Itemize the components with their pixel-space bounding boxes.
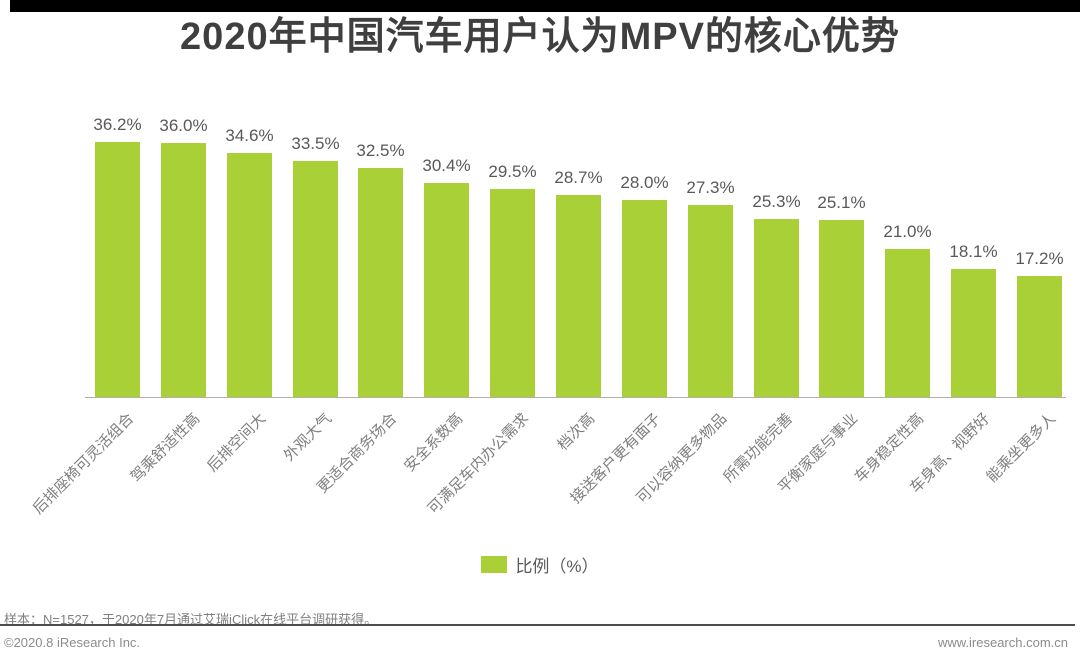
bar [688,205,733,397]
bar [161,143,206,397]
bar [1017,276,1062,397]
data-label: 32.5% [356,141,405,160]
x-axis-line [85,397,1066,398]
bar [556,195,601,397]
category-label-text: 后排座椅可灵活组合 [30,410,138,518]
bar [358,168,403,397]
category-label-text: 驾乘舒适性高 [127,410,204,486]
bar [227,153,272,397]
bar [885,249,930,397]
category-label-text: 后排空间大 [204,410,270,476]
bar [951,269,996,397]
top-black-bar [10,0,1080,12]
data-label: 18.1% [949,242,998,261]
bar [424,183,469,397]
legend-label: 比例（%） [515,557,599,576]
sample-note: 样本：N=1527，于2020年7月通过艾瑞iClick在线平台调研获得。 [4,612,378,627]
category-label-text: 安全系数高 [401,410,467,476]
data-label: 36.2% [93,115,142,134]
data-label: 33.5% [291,134,340,153]
bar [293,161,338,397]
bar [490,189,535,397]
copyright-text: ©2020.8 iResearch Inc. [4,635,141,650]
bar [622,200,667,397]
chart-title: 2020年中国汽车用户认为MPV的核心优势 [180,16,900,58]
data-label: 28.7% [554,168,603,187]
data-label: 21.0% [883,222,932,241]
category-label-text: 外观大气 [281,410,336,465]
data-label: 34.6% [225,126,274,145]
bar [754,219,799,397]
footer-bar: ©2020.8 iResearch Inc. www.iresearch.com… [4,635,1068,650]
data-label: 25.3% [752,192,801,211]
category-label-text: 档次高 [554,410,599,454]
bar [95,142,140,397]
data-label: 27.3% [686,178,735,197]
legend-color-swatch [481,556,508,573]
footer-divider [0,624,1075,626]
data-label: 36.0% [159,116,208,135]
website-text: www.iresearch.com.cn [937,635,1068,650]
data-label: 29.5% [488,162,537,181]
bar [819,220,864,397]
category-label-text: 能乘坐更多人 [983,410,1060,486]
data-label: 17.2% [1015,249,1064,268]
chart-legend: 比例（%） [0,552,1080,577]
data-label: 30.4% [422,156,471,175]
data-label: 28.0% [620,173,669,192]
data-label: 25.1% [817,193,866,212]
